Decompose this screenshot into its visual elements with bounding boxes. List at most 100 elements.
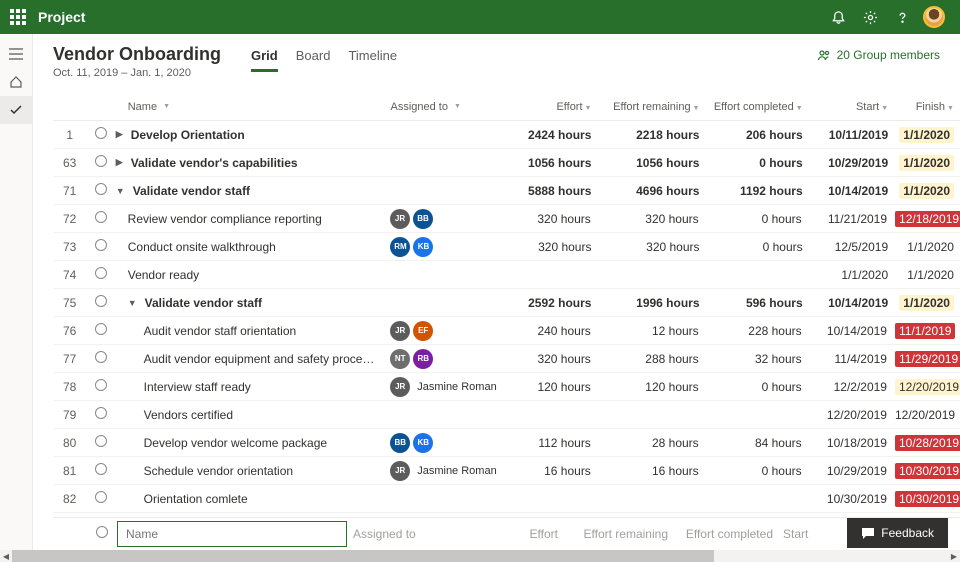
feedback-label: Feedback (881, 526, 934, 540)
new-completed[interactable]: Effort completed (678, 527, 783, 541)
tab-grid[interactable]: Grid (251, 48, 278, 72)
row-checkbox[interactable] (95, 379, 107, 391)
new-effort[interactable]: Effort (473, 527, 568, 541)
avatar[interactable]: NT (390, 349, 410, 369)
task-name: Validate vendor's capabilities (131, 156, 298, 170)
menu-icon[interactable] (0, 40, 33, 68)
col-assigned[interactable]: Assigned to (390, 101, 447, 113)
cell-effort: 320 hours (508, 352, 601, 366)
new-assigned[interactable]: Assigned to (353, 527, 473, 541)
row-checkbox[interactable] (95, 267, 107, 279)
table-row[interactable]: 1▶Develop Orientation2424 hours2218 hour… (53, 121, 960, 149)
table-row[interactable]: 75▼Validate vendor staff2592 hours1996 h… (53, 289, 960, 317)
task-name: Audit vendor staff orientation (144, 324, 297, 338)
chevron-right-icon[interactable]: ▶ (116, 157, 123, 168)
row-checkbox[interactable] (95, 183, 107, 195)
avatar[interactable]: BB (390, 433, 410, 453)
row-number: 74 (53, 268, 86, 282)
cell-effort: 1056 hours (508, 156, 601, 170)
cell-comp: 228 hours (709, 324, 812, 338)
row-checkbox[interactable] (95, 239, 107, 251)
cell-rem: 120 hours (601, 380, 709, 394)
scroll-right-icon[interactable]: ▶ (948, 550, 960, 562)
tab-timeline[interactable]: Timeline (348, 48, 397, 72)
col-name[interactable]: Name (128, 101, 157, 113)
chevron-down-icon[interactable]: ▼ (128, 298, 137, 308)
table-row[interactable]: 76Audit vendor staff orientationJREF240 … (53, 317, 960, 345)
avatar[interactable]: RM (390, 237, 410, 257)
row-checkbox[interactable] (96, 526, 108, 538)
cell-start: 12/2/2019 (812, 380, 895, 394)
chevron-down-icon[interactable]: ▼ (116, 186, 125, 196)
avatar[interactable]: BB (413, 209, 433, 229)
col-effort[interactable]: Effort (556, 101, 582, 113)
row-checkbox[interactable] (95, 155, 107, 167)
row-checkbox[interactable] (95, 295, 107, 307)
row-checkbox[interactable] (95, 491, 107, 503)
table-row[interactable]: 74Vendor ready1/1/20201/1/2020 (53, 261, 960, 289)
group-members[interactable]: 20 Group members (817, 48, 940, 62)
table-row[interactable]: 71▼Validate vendor staff5888 hours4696 h… (53, 177, 960, 205)
new-name-input[interactable] (117, 521, 347, 547)
cell-start: 11/21/2019 (812, 212, 895, 226)
col-remaining[interactable]: Effort remaining (613, 101, 690, 113)
col-start[interactable]: Start (856, 101, 879, 113)
cell-effort: 5888 hours (508, 184, 601, 198)
gear-icon[interactable] (854, 0, 886, 34)
feedback-button[interactable]: Feedback (847, 518, 948, 548)
bell-icon[interactable] (822, 0, 854, 34)
avatar[interactable]: JR (390, 377, 410, 397)
avatar[interactable]: JR (390, 321, 410, 341)
row-checkbox[interactable] (95, 435, 107, 447)
row-checkbox[interactable] (95, 351, 107, 363)
user-avatar[interactable] (918, 0, 950, 34)
row-number: 78 (53, 380, 86, 394)
check-icon[interactable] (0, 96, 33, 124)
left-rail (0, 34, 33, 562)
table-row[interactable]: 80Develop vendor welcome packageBBKB112 … (53, 429, 960, 457)
table-row[interactable]: 77Audit vendor equipment and safety proc… (53, 345, 960, 373)
avatar[interactable]: EF (413, 321, 433, 341)
brand-label: Project (38, 9, 85, 25)
row-number: 73 (53, 240, 86, 254)
table-row[interactable]: 79Vendors certified12/20/201912/20/2019 (53, 401, 960, 429)
waffle-icon[interactable] (10, 9, 26, 25)
scroll-left-icon[interactable]: ◀ (0, 550, 12, 562)
table-row[interactable]: 73Conduct onsite walkthroughRMKB320 hour… (53, 233, 960, 261)
table-row[interactable]: 81Schedule vendor orientationJRJasmine R… (53, 457, 960, 485)
col-completed[interactable]: Effort completed (714, 101, 794, 113)
cell-finish: 1/1/2020 (896, 295, 960, 311)
row-checkbox[interactable] (95, 407, 107, 419)
tab-board[interactable]: Board (296, 48, 331, 72)
task-name: Conduct onsite walkthrough (128, 240, 276, 254)
chevron-right-icon[interactable]: ▶ (116, 129, 123, 140)
cell-finish: 10/30/2019 (895, 491, 960, 507)
table-row[interactable]: 78Interview staff readyJRJasmine Roman12… (53, 373, 960, 401)
cell-finish: 12/20/2019 (895, 408, 960, 422)
avatar[interactable]: JR (390, 461, 410, 481)
cell-comp: 1192 hours (709, 184, 812, 198)
row-checkbox[interactable] (95, 127, 107, 139)
row-checkbox[interactable] (95, 323, 107, 335)
table-row[interactable]: 63▶Validate vendor's capabilities1056 ho… (53, 149, 960, 177)
cell-finish: 10/30/2019 (895, 463, 960, 479)
row-number: 1 (53, 128, 86, 142)
col-finish[interactable]: Finish (916, 101, 945, 113)
avatar[interactable]: KB (413, 237, 433, 257)
help-icon[interactable] (886, 0, 918, 34)
cell-effort: 112 hours (508, 436, 601, 450)
avatar[interactable]: KB (413, 433, 433, 453)
table-row[interactable]: 72Review vendor compliance reportingJRBB… (53, 205, 960, 233)
table-row[interactable]: 82Orientation comlete10/30/201910/30/201… (53, 485, 960, 513)
chevron-down-icon: ▼ (585, 105, 592, 112)
cell-comp: 84 hours (709, 436, 812, 450)
avatar[interactable]: RB (413, 349, 433, 369)
new-remaining[interactable]: Effort remaining (568, 527, 678, 541)
horizontal-scrollbar[interactable]: ◀ ▶ (0, 550, 960, 562)
row-checkbox[interactable] (95, 211, 107, 223)
row-checkbox[interactable] (95, 463, 107, 475)
avatar[interactable]: JR (390, 209, 410, 229)
scroll-thumb[interactable] (12, 550, 714, 562)
home-icon[interactable] (0, 68, 33, 96)
row-number: 80 (53, 436, 86, 450)
